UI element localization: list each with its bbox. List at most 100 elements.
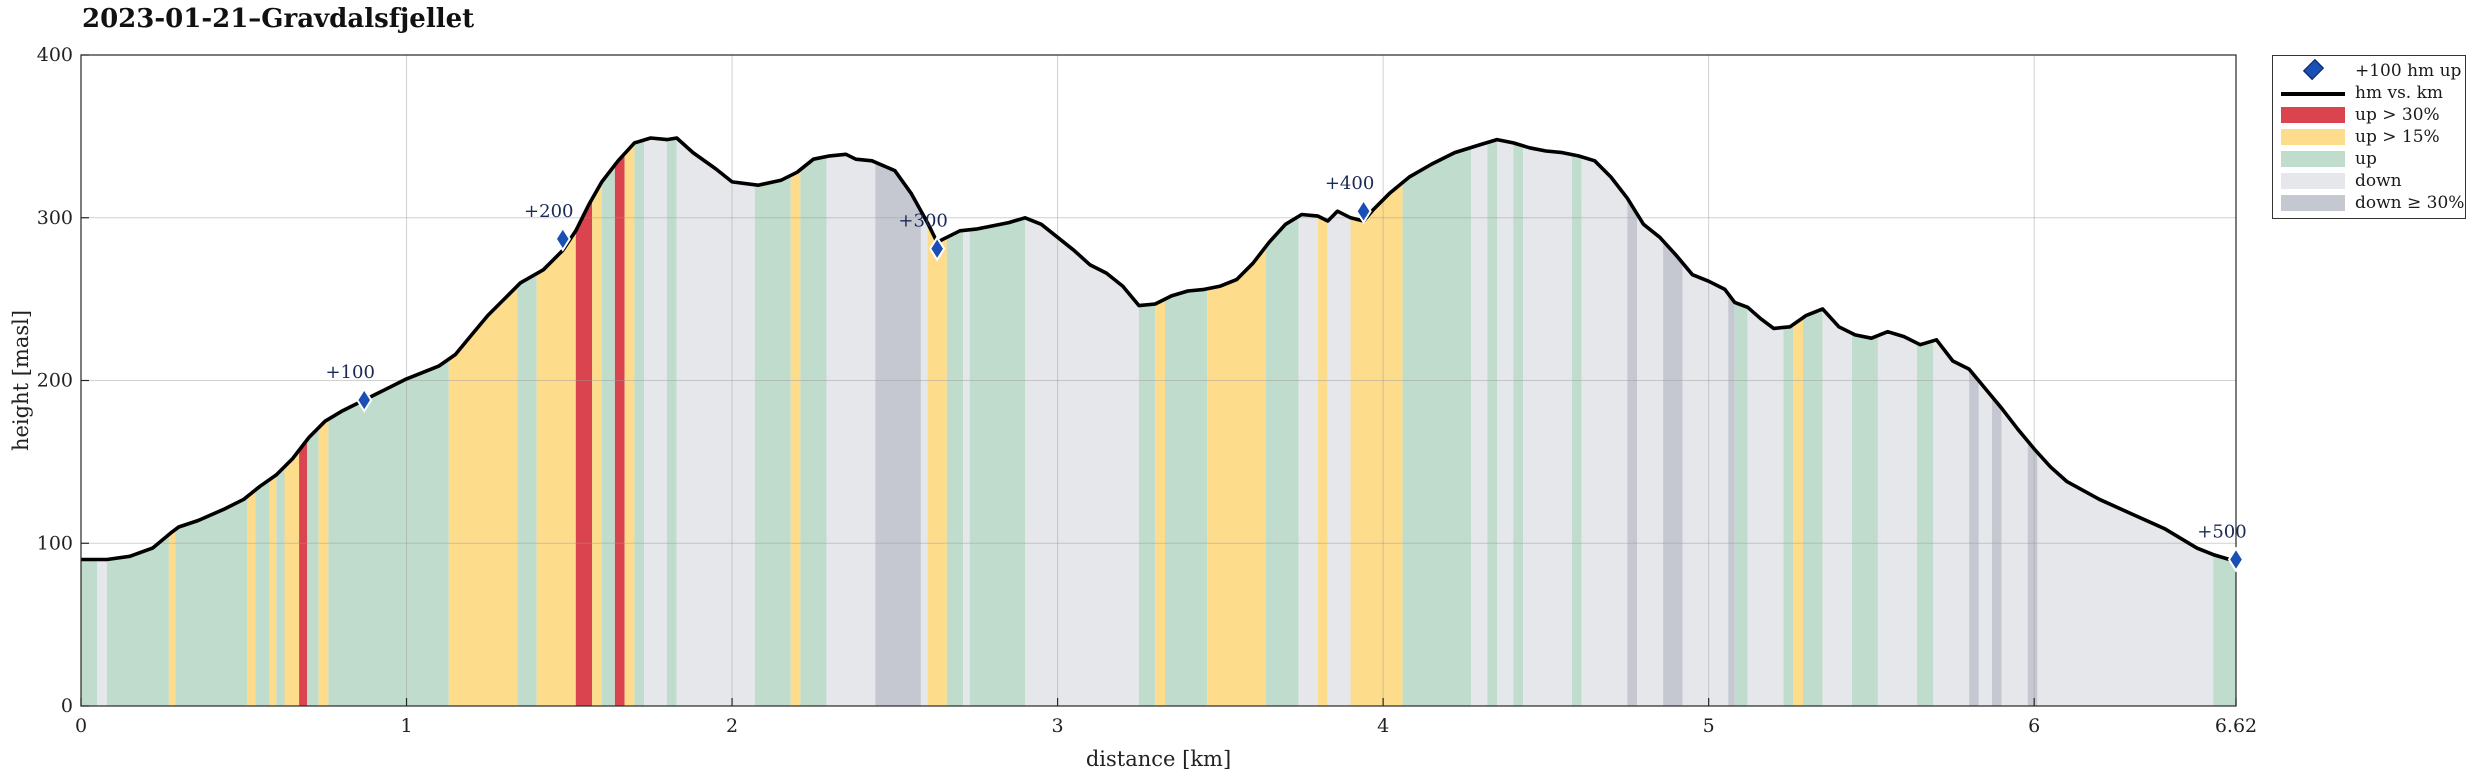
x-axis-label: distance [km] — [1086, 747, 1231, 771]
slope-band-down — [1978, 380, 1992, 706]
slope-band-down30 — [1991, 396, 2002, 706]
x-tick-label: 2 — [726, 715, 738, 737]
x-tick-label: 1 — [400, 715, 412, 737]
slope-band-up15 — [592, 181, 602, 706]
slope-band-up — [517, 273, 537, 706]
slope-band-up — [1783, 324, 1794, 706]
slope-band-down — [1298, 214, 1318, 706]
legend-label: hm vs. km — [2355, 83, 2444, 103]
slope-band-down — [2001, 408, 2028, 706]
legend-label: down ≥ 30% — [2355, 193, 2465, 213]
slope-band-up30 — [575, 199, 593, 706]
axis-ticks: 0 1 2 3 4 5 6 6.62 0 100 200 300 400 — [37, 44, 2257, 737]
y-tick-label: 400 — [37, 44, 73, 66]
milestone-label: +200 — [524, 201, 573, 222]
legend-label: +100 hm up — [2355, 61, 2462, 81]
milestone-label: +500 — [2197, 522, 2246, 543]
slope-band-up15 — [536, 230, 576, 707]
slope-band-up15 — [790, 169, 801, 707]
slope-band-down — [1523, 145, 1572, 707]
slope-band-up — [255, 479, 270, 706]
legend-label: up > 15% — [2355, 127, 2440, 147]
slope-band-down — [920, 210, 928, 706]
x-tick-label: 5 — [1703, 715, 1715, 737]
x-tick-label: 4 — [1377, 715, 1389, 737]
slope-band-up — [1513, 142, 1524, 706]
slope-band-down — [1682, 263, 1729, 706]
slope-band-up15 — [269, 474, 277, 706]
legend-label: up > 30% — [2355, 105, 2440, 125]
slope-band-up — [81, 559, 98, 706]
slope-band-up15 — [927, 222, 947, 706]
slope-band-down — [1877, 331, 1917, 706]
legend-item: down — [2273, 170, 2465, 192]
slope-band-down30 — [1663, 240, 1683, 706]
legend-label: up — [2355, 149, 2377, 169]
elevation-line — [81, 136, 2236, 562]
y-tick-label: 300 — [37, 207, 73, 229]
milestone-markers: +100 +200 +300 +400 +500 — [325, 173, 2247, 573]
slope-band-up15 — [1318, 216, 1328, 706]
y-tick-label: 100 — [37, 532, 73, 554]
slope-band-up — [1265, 216, 1299, 706]
slope-band-up30 — [299, 439, 308, 706]
legend-item: up — [2273, 148, 2465, 170]
slope-band-down — [1637, 213, 1664, 707]
slope-band-up — [276, 466, 285, 706]
legend-key — [2273, 126, 2345, 148]
slope-band-up15 — [1793, 317, 1803, 706]
slope-band-up — [1487, 139, 1497, 707]
slope-bands — [81, 138, 2236, 707]
slope-band-up — [634, 140, 645, 706]
slope-band-down — [644, 138, 667, 706]
legend-key — [2273, 170, 2345, 192]
legend-key — [2273, 82, 2345, 104]
x-tick-label: 3 — [1052, 715, 1064, 737]
slope-band-up15 — [1207, 246, 1266, 706]
slope-band-up — [107, 534, 169, 706]
legend-key — [2273, 104, 2345, 126]
legend-label: down — [2355, 171, 2402, 191]
slope-band-up15 — [168, 529, 176, 706]
slope-band-up — [946, 230, 964, 706]
slope-band-down — [963, 229, 970, 707]
slope-band-up — [1917, 340, 1934, 706]
slope-band-up — [601, 165, 615, 706]
x-tick-label: 6.62 — [2215, 715, 2257, 737]
slope-band-up — [754, 175, 791, 706]
slope-band-up15 — [1350, 182, 1403, 706]
slope-band-down30 — [1627, 198, 1637, 706]
milestone-label: +300 — [898, 211, 947, 232]
slope-band-up15 — [247, 490, 256, 706]
slope-band-down — [1747, 307, 1784, 706]
slope-band-down — [97, 559, 107, 706]
slope-band-up — [1734, 302, 1748, 706]
slope-band-down30 — [875, 162, 921, 706]
slope-band-up — [175, 496, 247, 706]
slope-band-up — [328, 359, 449, 706]
slope-band-up15 — [318, 419, 329, 706]
x-tick-label: 0 — [75, 715, 87, 737]
legend-item: hm vs. km — [2273, 82, 2465, 104]
legend-item: +100 hm up — [2273, 58, 2465, 82]
slope-band-up — [800, 156, 827, 707]
milestone-marker — [1355, 198, 1372, 225]
grid-lines — [81, 55, 2236, 706]
chart-legend: +100 hm up hm vs. km up > 30% up > 15% up dow… — [2272, 55, 2466, 219]
slope-band-up15 — [284, 450, 300, 706]
slope-band-down — [676, 138, 755, 706]
legend-key — [2273, 148, 2345, 170]
slope-band-up — [1165, 288, 1208, 706]
legend-key — [2273, 58, 2337, 82]
slope-band-down — [1933, 339, 1970, 706]
slope-band-up15 — [448, 286, 518, 706]
y-tick-label: 200 — [37, 370, 73, 392]
y-tick-label: 0 — [61, 695, 73, 717]
milestone-marker — [2227, 546, 2245, 573]
legend-item: down ≥ 30% — [2273, 192, 2465, 214]
slope-band-down — [826, 154, 876, 707]
chart-title: 2023-01-21–Gravdalsfjellet — [82, 4, 475, 34]
slope-band-up30 — [614, 153, 625, 707]
slope-band-up — [969, 217, 1025, 707]
